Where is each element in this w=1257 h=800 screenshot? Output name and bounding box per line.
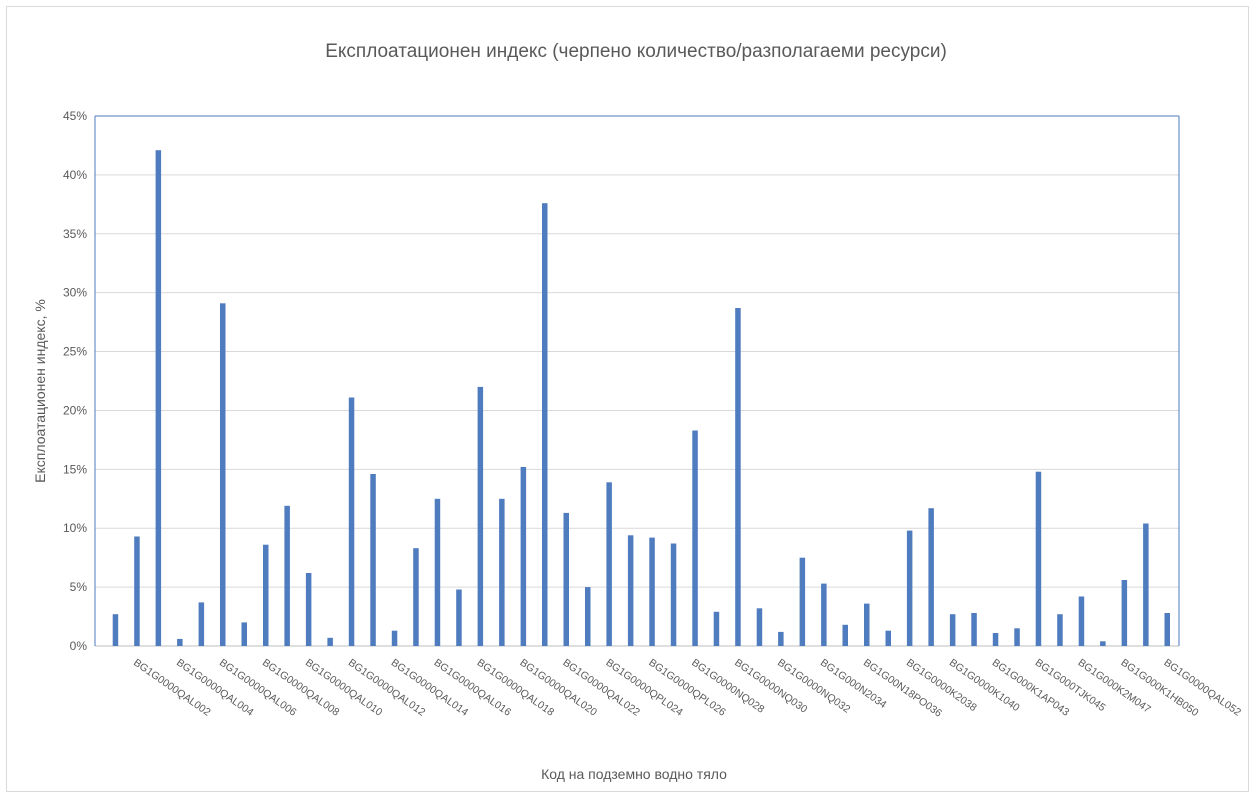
bar: [670, 543, 677, 646]
chart-frame: Експлоатационен индекс (черпено количест…: [6, 6, 1249, 792]
bar: [1057, 614, 1063, 646]
bar: [112, 614, 119, 646]
bar: [1100, 641, 1106, 646]
bar: [499, 498, 505, 646]
x-tick-label: BG1G0000QAL052: [1162, 657, 1244, 719]
bar: [134, 536, 140, 646]
x-tick-label: BG1G0000NQ028: [689, 657, 766, 716]
bar: [1078, 596, 1085, 646]
bar: [220, 303, 226, 646]
bar: [1035, 471, 1042, 646]
x-tick-label: BG1G0000QPL024: [603, 657, 685, 719]
bar: [906, 530, 913, 646]
x-tick-label: BG1G0000QPL026: [646, 657, 728, 719]
y-tick-label: 5%: [70, 580, 88, 594]
bars: [112, 150, 1170, 646]
bar: [370, 474, 376, 646]
bar: [992, 633, 999, 646]
bar: [885, 630, 891, 646]
x-tick-label: BG1G00N18PO036: [861, 657, 944, 720]
x-tick-label: BG1G0000QAL010: [303, 657, 385, 719]
x-tick-label: BG1G0000QAL016: [432, 657, 514, 719]
chart-title: Експлоатационен индекс (черпено количест…: [325, 41, 947, 62]
bar: [649, 537, 655, 646]
bar: [198, 602, 205, 646]
bar: [477, 386, 484, 646]
bar: [284, 505, 290, 646]
x-tick-label: BG1G0000QAL002: [131, 657, 213, 719]
bar: [177, 638, 183, 646]
bar: [413, 548, 419, 646]
x-tick-label: BG1G0000NQ030: [732, 657, 809, 716]
bar: [456, 589, 462, 646]
x-tick-label: BG1G000K1AP043: [990, 657, 1072, 719]
bar: [799, 557, 806, 646]
x-tick-label: BG1G000K2M047: [1076, 657, 1153, 716]
y-tick-label: 45%: [63, 109, 87, 123]
bar: [305, 573, 312, 646]
bar: [735, 308, 741, 646]
bar: [821, 583, 827, 646]
x-tick-label: BG1G0000QAL006: [217, 657, 299, 719]
bar: [241, 622, 247, 646]
bar: [1143, 523, 1149, 646]
x-tick-label: BG1G0000QAL012: [346, 657, 428, 719]
y-tick-label: 20%: [63, 403, 87, 417]
bar: [263, 544, 269, 646]
x-tick-label: BG1G0000QAL008: [260, 657, 342, 719]
y-tick-label: 10%: [63, 521, 87, 535]
x-axis-ticks: BG1G0000QAL002BG1G0000QAL004BG1G0000QAL0…: [131, 657, 1243, 720]
x-tick-label: BG1G0000QAL004: [174, 657, 256, 719]
bar: [928, 508, 934, 646]
bar: [348, 397, 355, 646]
bar: [155, 150, 162, 646]
bar: [756, 608, 763, 646]
y-tick-label: 15%: [63, 462, 87, 476]
y-tick-label: 35%: [63, 227, 87, 241]
bar: [627, 535, 634, 646]
gridlines: [94, 115, 1180, 647]
bar: [713, 611, 720, 646]
x-tick-label: BG1G0000QAL014: [389, 657, 471, 719]
bar: [585, 587, 591, 646]
y-tick-label: 0%: [70, 639, 88, 653]
y-tick-label: 40%: [63, 168, 87, 182]
bar: [606, 482, 612, 646]
x-tick-label: BG1G0000NQ032: [775, 657, 852, 716]
x-tick-label: BG1G0000QAL018: [475, 657, 557, 719]
bar: [864, 603, 870, 646]
x-tick-label: BG1G0000QAL022: [560, 657, 642, 719]
bar: [520, 467, 527, 646]
bar: [391, 630, 398, 646]
bar: [434, 498, 441, 646]
y-tick-label: 25%: [63, 345, 87, 359]
y-axis-label: Експлоатационен индекс, %: [32, 299, 48, 483]
bar: [949, 614, 956, 646]
x-tick-label: BG1G0000QAL020: [518, 657, 600, 719]
bar: [1121, 580, 1128, 646]
bar: [1164, 613, 1170, 646]
bar: [542, 203, 548, 646]
chart-svg: Експлоатационен индекс (черпено количест…: [32, 41, 1243, 782]
x-tick-label: BG1G000K1HB050: [1119, 657, 1201, 719]
x-axis-label: Код на подземно водно тяло: [541, 766, 727, 782]
bar: [842, 624, 848, 646]
bar: [971, 613, 977, 646]
bar: [1014, 628, 1020, 646]
bar: [327, 637, 333, 646]
bar: [692, 430, 698, 646]
bar: [778, 631, 784, 646]
y-axis-ticks: 0% 5% 10% 15% 20% 25% 30% 35% 40% 45%: [63, 109, 87, 653]
bar: [563, 512, 569, 646]
y-tick-label: 30%: [63, 286, 87, 300]
